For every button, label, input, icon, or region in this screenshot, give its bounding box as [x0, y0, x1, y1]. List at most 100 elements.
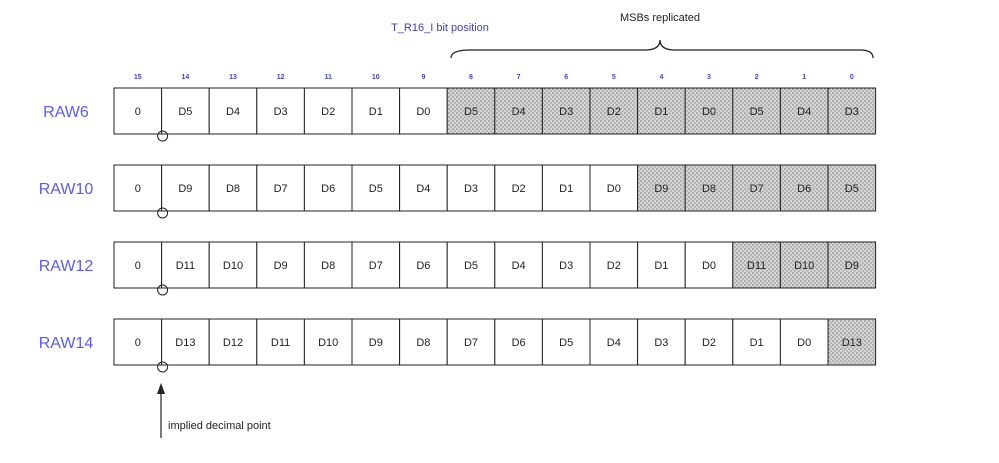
- bit-cell-value: D8: [416, 337, 430, 349]
- replicated-bit-cell: [827, 318, 877, 366]
- replicated-bit-cell: [684, 164, 734, 212]
- bit-cell-value: D7: [750, 183, 764, 195]
- bit-cell: [351, 87, 401, 135]
- bit-cell-value: D13: [175, 337, 195, 349]
- bit-cell-value: D12: [223, 337, 243, 349]
- bit-cell-value: D11: [176, 260, 195, 272]
- bit-cell: [208, 164, 258, 212]
- decimal-point-label: implied decimal point: [168, 420, 271, 432]
- bit-cell: [208, 87, 258, 135]
- bit-cell-value: D7: [464, 337, 478, 349]
- bit-cell-value: D5: [464, 106, 478, 118]
- bit-position-label: 11: [324, 74, 332, 81]
- row-label: RAW10: [39, 181, 94, 198]
- bit-cell-value: D4: [512, 106, 526, 118]
- bit-cell: [541, 164, 591, 212]
- bit-position-label: 3: [707, 74, 711, 81]
- bit-cell-value: D0: [702, 260, 716, 272]
- bit-cell: [399, 87, 448, 135]
- bit-cell-value: 0: [135, 106, 141, 118]
- bit-cell-value: D3: [274, 106, 288, 118]
- replicated-bit-cell: [446, 87, 496, 135]
- bit-cell-value: D2: [607, 106, 621, 118]
- bit-position-label: 8: [469, 74, 473, 81]
- bit-cell: [494, 318, 543, 366]
- bit-position-label: 0: [850, 74, 854, 81]
- bit-cell: [589, 164, 639, 212]
- bit-position-label: 4: [659, 74, 663, 81]
- bit-cell: [303, 241, 353, 289]
- bit-cell: [494, 241, 543, 289]
- row-label: RAW6: [43, 104, 89, 121]
- bit-cell: [732, 318, 781, 366]
- format-row-raw14: RAW14 0 D13 D12 D11 D10 D9 D8 D7 D6 D5 D4 D3 D2 D1 D0 D1…: [39, 318, 877, 373]
- bit-cell: [113, 241, 163, 289]
- replicated-bit-cell: [637, 164, 686, 212]
- bit-cell-value: D7: [369, 260, 383, 272]
- bit-cell-value: D3: [559, 106, 573, 118]
- msb-replicated-label: MSBs replicated: [620, 12, 700, 24]
- bit-cell-value: D6: [797, 183, 811, 195]
- bit-cell-value: D1: [559, 183, 573, 195]
- bit-cell-value: D1: [654, 260, 668, 272]
- bit-cell: [541, 318, 591, 366]
- bit-cell: [161, 241, 210, 289]
- bit-cell-value: D0: [702, 106, 716, 118]
- bit-cell: [303, 164, 353, 212]
- bit-cell: [351, 318, 401, 366]
- bit-cell: [637, 241, 686, 289]
- format-row-raw12: RAW12 0 D11 D10 D9 D8 D7 D6 D5 D4 D3 D2 D1 D0 D11 D10 D9: [39, 241, 877, 296]
- bit-cell-value: D5: [178, 106, 192, 118]
- bit-position-label: 12: [277, 74, 285, 81]
- bit-cell-value: D6: [416, 260, 430, 272]
- replicated-bit-cell: [684, 87, 734, 135]
- bit-cell-value: D2: [512, 183, 526, 195]
- bit-cell-value: D4: [226, 106, 240, 118]
- bit-cell-value: D4: [797, 106, 811, 118]
- bit-cell: [113, 164, 163, 212]
- bit-cell-value: 0: [135, 260, 141, 272]
- row-label: RAW14: [39, 335, 94, 352]
- replicated-bit-cell: [637, 87, 686, 135]
- bit-cell-value: D9: [845, 260, 859, 272]
- bit-cell: [589, 318, 639, 366]
- format-row-raw6: RAW6 0 D5 D4 D3 D2 D1 D0 D5 D4 D3 D2 D1 D0 D5 D4 D3: [43, 87, 877, 142]
- bit-cell-value: D10: [318, 337, 338, 349]
- decimal-point-marker: [157, 361, 169, 373]
- bit-position-label: 2: [755, 74, 759, 81]
- bit-cell-value: D3: [559, 260, 573, 272]
- bit-position-label: 15: [134, 74, 142, 81]
- msb-brace: [450, 39, 874, 59]
- bit-cell: [303, 318, 353, 366]
- bit-position-label: 13: [229, 74, 237, 81]
- bit-cell-value: D11: [747, 260, 766, 272]
- bit-position-label: 9: [421, 74, 425, 81]
- bit-cell-value: D8: [702, 183, 716, 195]
- bit-cell-value: D1: [750, 337, 764, 349]
- bit-position-row: 15 14 13 12 11 10 9 8 7 6 5 4 3 2 1 0: [134, 74, 854, 81]
- bit-cell-value: D9: [369, 337, 383, 349]
- bit-cell-value: D4: [607, 337, 621, 349]
- bit-cell-value: D9: [654, 183, 668, 195]
- bit-cell-value: D9: [178, 183, 192, 195]
- replicated-bit-cell: [732, 164, 781, 212]
- bit-cell-value: D1: [369, 106, 383, 118]
- bit-cell: [684, 318, 734, 366]
- bit-position-label: 1: [802, 74, 806, 81]
- bit-cell-value: D5: [750, 106, 764, 118]
- bit-position-label: 14: [182, 74, 190, 81]
- bit-cell: [256, 164, 305, 212]
- bit-cell-value: D7: [274, 183, 288, 195]
- bit-cell-value: D5: [559, 337, 573, 349]
- replicated-bit-cell: [541, 87, 591, 135]
- bit-cell-value: D2: [607, 260, 621, 272]
- replicated-bit-cell: [827, 87, 877, 135]
- bit-cell-value: D8: [226, 183, 240, 195]
- bit-cell-value: D3: [845, 106, 859, 118]
- row-label: RAW12: [39, 258, 94, 275]
- bit-position-label: 5: [612, 74, 616, 81]
- bit-cell-value: D1: [654, 106, 668, 118]
- bit-cell: [351, 164, 401, 212]
- bit-position-title: T_R16_I bit position: [391, 22, 489, 34]
